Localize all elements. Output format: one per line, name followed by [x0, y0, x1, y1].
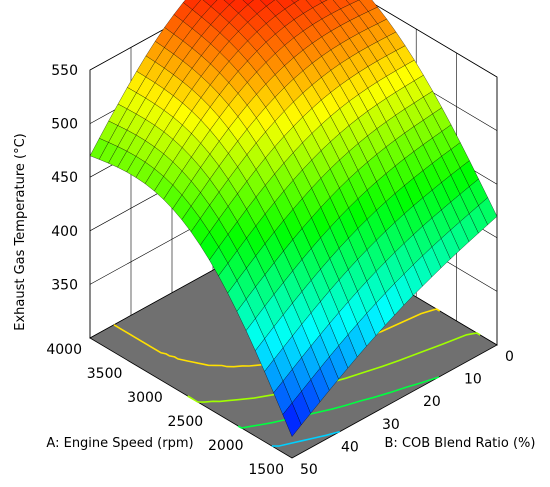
x-tick-label: 2000 — [208, 438, 244, 454]
x-axis-label: A: Engine Speed (rpm) — [46, 436, 193, 451]
contour-line-400 — [237, 376, 440, 429]
x-tick-label: 3500 — [87, 366, 123, 382]
y-tick-label: 30 — [382, 417, 400, 433]
y-tick-label: 20 — [423, 394, 441, 410]
response-surface — [89, 0, 498, 437]
z-axis-label: Exhaust Gas Temperature (°C) — [13, 133, 28, 331]
z-tick-label: 450 — [51, 170, 78, 186]
surface-patch — [282, 402, 302, 437]
z-tick-label: 550 — [51, 63, 78, 79]
wall-gridline — [89, 0, 498, 78]
y-axis-label: B: COB Blend Ratio (%) — [385, 436, 536, 451]
y-tick-label: 50 — [300, 462, 318, 478]
x-tick-label: 4000 — [46, 342, 82, 358]
surface-patch — [223, 0, 235, 6]
y-tick-label: 0 — [505, 349, 514, 365]
y-tick-label: 40 — [341, 439, 359, 455]
x-tick-label: 2500 — [168, 414, 204, 430]
surface-patch — [242, 0, 254, 5]
surface-patch — [291, 0, 300, 4]
z-tick-label: 400 — [51, 224, 78, 240]
y-tick-label: 10 — [464, 372, 482, 388]
z-tick-label: 350 — [51, 277, 78, 293]
x-tick-label: 1500 — [248, 462, 284, 478]
z-tick-label: 500 — [51, 117, 78, 133]
contour-line-350 — [271, 430, 341, 447]
x-tick-label: 3000 — [127, 390, 163, 406]
